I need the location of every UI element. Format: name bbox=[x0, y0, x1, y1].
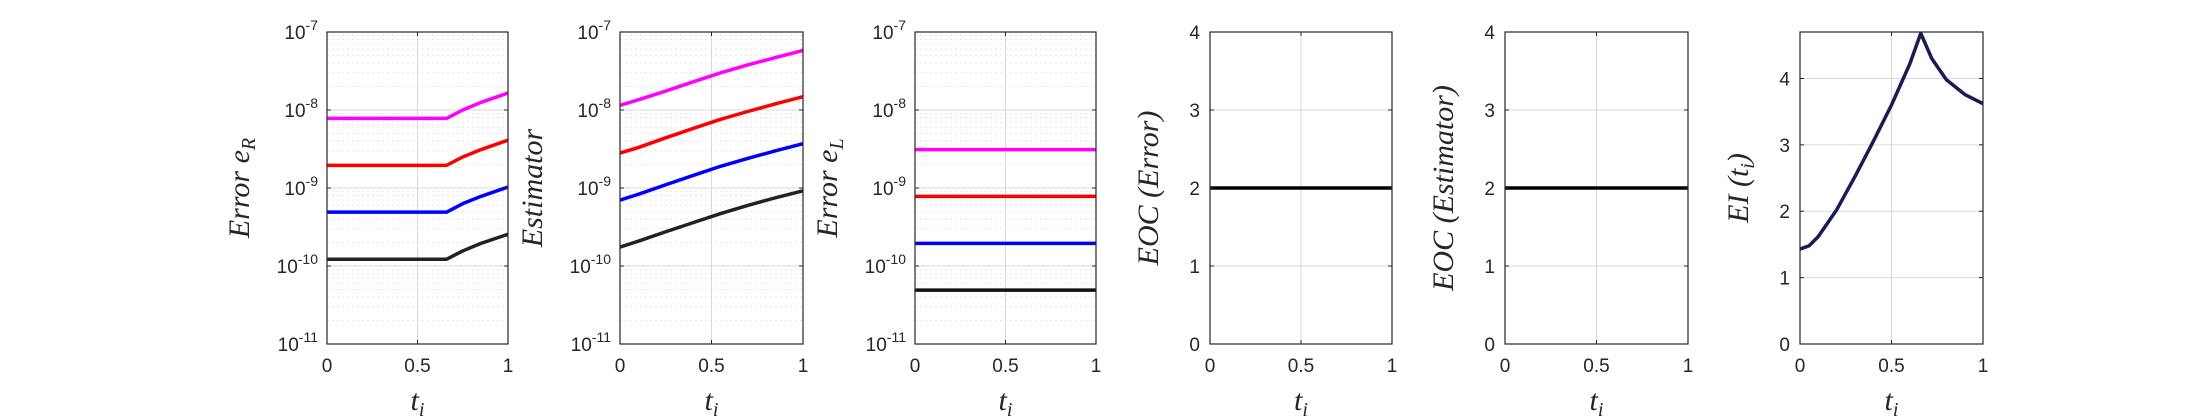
series-line-1 bbox=[1800, 31, 1983, 251]
y-axis-label: Error eL bbox=[811, 138, 848, 238]
x-tick-label: 1 bbox=[798, 356, 809, 377]
x-axis-label: ti bbox=[705, 384, 719, 417]
x-axis-label: ti bbox=[1885, 384, 1899, 417]
subplot-1: 0 0.5 1 10-11 10-10 10-9 10-8 10-7 ti Error eR bbox=[223, 17, 513, 417]
y-tick-label: 10-10 bbox=[865, 251, 907, 278]
y-tick-label: 10-8 bbox=[872, 95, 906, 122]
y-tick-label: 1 bbox=[1189, 257, 1200, 278]
x-tick-label: 0.5 bbox=[992, 356, 1018, 377]
y-tick-label: 10-10 bbox=[277, 251, 319, 278]
x-tick-label: 0.5 bbox=[698, 356, 724, 377]
x-tick-label: 0 bbox=[322, 356, 333, 377]
y-tick-label: 2 bbox=[1779, 202, 1790, 223]
series-line-4 bbox=[620, 189, 803, 249]
y-tick-label: 10-7 bbox=[872, 17, 906, 44]
x-tick-label: 0.5 bbox=[1583, 356, 1609, 377]
y-tick-label: 2 bbox=[1189, 179, 1200, 200]
y-tick-label: 3 bbox=[1779, 136, 1790, 157]
y-tick-label: 10-11 bbox=[571, 329, 612, 356]
y-axis-label: Estimator bbox=[516, 129, 549, 249]
y-tick-label: 10-11 bbox=[278, 329, 319, 356]
series-line-3 bbox=[620, 141, 803, 202]
y-tick-label: 10-11 bbox=[866, 329, 907, 356]
y-tick-label: 10-8 bbox=[577, 95, 611, 122]
x-tick-label: 0 bbox=[1500, 356, 1511, 377]
x-tick-label: 0 bbox=[1205, 356, 1216, 377]
series-line-3 bbox=[327, 185, 508, 214]
y-axis-label: Error eR bbox=[223, 138, 260, 239]
y-axis-label: EOC (Error) bbox=[1132, 111, 1165, 267]
y-tick-label: 2 bbox=[1484, 179, 1495, 200]
x-tick-label: 0.5 bbox=[1878, 356, 1904, 377]
y-tick-label: 0 bbox=[1779, 335, 1790, 356]
x-axis-label: ti bbox=[999, 384, 1013, 417]
subplot-3: 0 0.5 1 10-11 10-10 10-9 10-8 10-7 ti Error eL bbox=[811, 17, 1101, 417]
series-line-1 bbox=[327, 91, 508, 121]
y-tick-label: 0 bbox=[1189, 335, 1200, 356]
x-axis-label: ti bbox=[1294, 384, 1308, 417]
y-tick-label: 10-10 bbox=[570, 251, 612, 278]
series-line-1 bbox=[620, 48, 803, 108]
y-tick-label: 0 bbox=[1484, 335, 1495, 356]
x-tick-label: 0.5 bbox=[404, 356, 430, 377]
x-tick-label: 0.5 bbox=[1288, 356, 1314, 377]
series-line-2 bbox=[620, 94, 803, 155]
x-tick-label: 1 bbox=[1091, 356, 1102, 377]
y-tick-label: 10-7 bbox=[284, 17, 318, 44]
series-line-4 bbox=[327, 232, 508, 262]
series-line-2 bbox=[327, 138, 508, 168]
y-tick-label: 3 bbox=[1484, 101, 1495, 122]
y-tick-label: 10-8 bbox=[284, 95, 318, 122]
x-tick-label: 0 bbox=[1795, 356, 1806, 377]
x-tick-label: 1 bbox=[503, 356, 514, 377]
subplot-4: 0 0.5 1 0 1 2 3 4 ti EOC (Error) bbox=[1132, 23, 1397, 417]
x-axis-label: ti bbox=[1590, 384, 1604, 417]
x-tick-label: 0 bbox=[615, 356, 626, 377]
x-tick-label: 1 bbox=[1978, 356, 1989, 377]
y-tick-label: 4 bbox=[1189, 23, 1200, 44]
y-tick-label: 3 bbox=[1189, 101, 1200, 122]
y-tick-label: 10-9 bbox=[872, 173, 906, 200]
x-tick-label: 0 bbox=[910, 356, 921, 377]
x-axis-label: ti bbox=[411, 384, 425, 417]
y-tick-label: 10-9 bbox=[577, 173, 611, 200]
y-tick-label: 4 bbox=[1779, 69, 1790, 90]
y-tick-label: 10-7 bbox=[577, 17, 611, 44]
subplot-5: 0 0.5 1 0 1 2 3 4 ti EOC (Estimator) bbox=[1427, 23, 1693, 417]
y-tick-label: 10-9 bbox=[284, 173, 318, 200]
x-tick-label: 1 bbox=[1387, 356, 1398, 377]
y-tick-label: 1 bbox=[1484, 257, 1495, 278]
subplot-6: 0 0.5 1 0 1 2 3 4 ti EI (ti) bbox=[1722, 31, 1989, 417]
y-tick-label: 1 bbox=[1779, 269, 1790, 290]
y-tick-label: 4 bbox=[1484, 23, 1495, 44]
subplot-2: 0 0.5 1 10-11 10-10 10-9 10-8 10-7 ti Estimator bbox=[516, 17, 808, 417]
x-tick-label: 1 bbox=[1683, 356, 1694, 377]
y-axis-label: EOC (Estimator) bbox=[1427, 85, 1460, 292]
y-axis-label: EI (ti) bbox=[1722, 153, 1759, 224]
